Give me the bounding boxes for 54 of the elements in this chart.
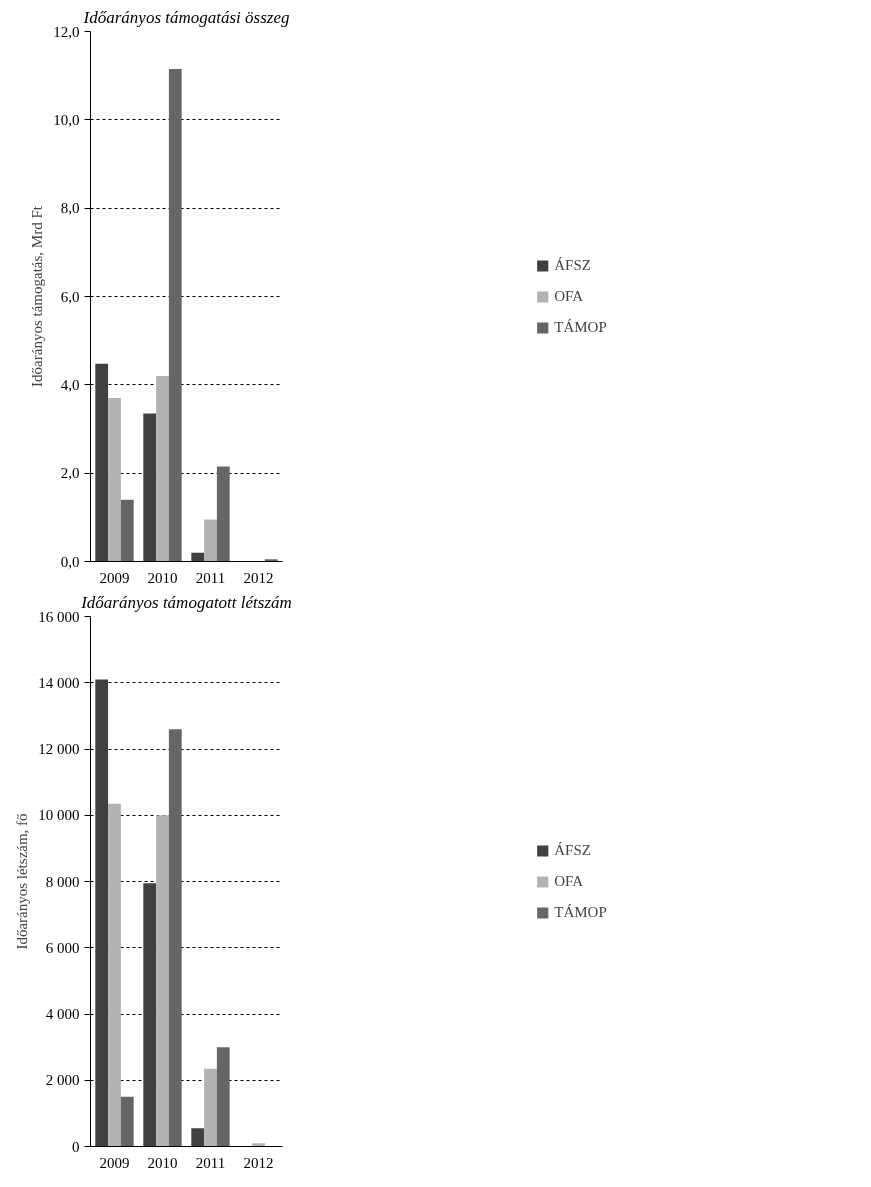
bar [191,1128,205,1147]
bar [95,363,109,562]
bar [108,398,121,562]
bar [264,559,278,562]
bar [168,69,182,562]
bar [120,1096,134,1147]
x-tick-label: 2010 [147,569,178,586]
y-tick-label: 0,0 [60,553,80,570]
y-tick-label: 4 000 [45,1006,80,1022]
y-tick-label: 2 000 [45,1072,80,1089]
bar [95,679,109,1147]
bar [168,729,182,1147]
x-tick-label: 2009 [99,1154,130,1171]
bar [143,883,157,1147]
bar [216,466,230,562]
bar [204,519,217,562]
chart-title: Időarányos támogatási összeg [82,7,290,27]
chart-title: Időarányos támogatott létszám [80,592,292,612]
bar [252,1143,265,1147]
y-axis-title: Időarányos támogatás, Mrd Ft [29,205,46,387]
bar [204,1068,217,1147]
x-tick-label: 2009 [99,569,130,586]
y-tick-label: 16 000 [38,608,80,625]
x-tick-label: 2012 [243,569,274,586]
y-tick-label: 12,0 [53,23,80,40]
legend-label: OFA [554,872,584,890]
y-tick-label: 6,0 [60,288,80,305]
bar [191,552,205,562]
x-tick-label: 2011 [195,569,226,586]
y-tick-label: 6 000 [45,939,80,956]
legend-label: ÁFSZ [554,841,591,859]
legend-label: OFA [554,287,584,305]
y-tick-label: 0 [72,1138,80,1155]
bar [156,815,169,1147]
legend-label: TÁMOP [554,318,607,336]
y-tick-label: 10,0 [53,111,80,128]
bar [143,413,157,562]
y-tick-label: 4,0 [60,376,80,393]
bar [120,499,134,562]
bar [156,376,169,562]
y-tick-label: 14 000 [38,674,80,691]
y-tick-label: 12 000 [38,741,80,757]
y-tick-label: 8 000 [45,873,80,890]
y-tick-label: 10 000 [38,807,80,824]
legend-label: TÁMOP [554,903,607,921]
legend-label: ÁFSZ [554,256,591,274]
x-tick-label: 2010 [147,1154,178,1171]
bar [216,1047,230,1147]
x-tick-label: 2012 [243,1154,274,1171]
x-tick-label: 2011 [195,1154,226,1171]
bar [108,803,121,1147]
y-tick-label: 8,0 [60,200,80,217]
y-axis-title: Időarányos létszám, fő [14,813,31,950]
y-tick-label: 2,0 [60,465,80,482]
